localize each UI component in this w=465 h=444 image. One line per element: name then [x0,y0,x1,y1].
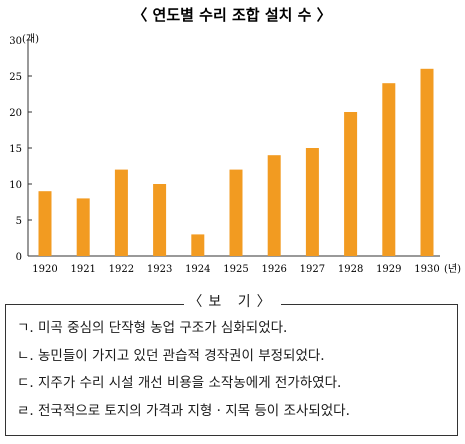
x-tick-label: 1922 [109,264,134,275]
x-axis-ticks: 1920 1921 1922 1923 1924 1925 1926 1927 1928 1929… [32,264,439,275]
bar-1923 [153,184,167,256]
bar-1929 [382,83,396,256]
y-tick-label: 30 [9,36,22,47]
x-tick-label: 1921 [70,264,95,275]
item-text: 지주가 수리 시설 개선 비용을 소작농에게 전가하였다. [38,375,342,391]
list-item: ㄱ. 미곡 중심의 단작형 농업 구조가 심화되었다. [17,320,350,337]
bar-1928 [344,112,358,256]
y-tick-label: 5 [16,216,22,227]
list-item: ㄴ. 농민들이 가지고 있던 관습적 경작권이 부정되었다. [17,348,350,365]
item-text: 농민들이 가지고 있던 관습적 경작권이 부정되었다. [38,347,325,364]
bar-1922 [114,169,128,256]
chart-title: 〈 연도별 수리 조합 설치 수 〉 [132,6,331,24]
y-tick-label: 20 [9,108,22,119]
y-tick-label: 0 [16,252,22,263]
bar-1926 [267,155,281,256]
item-marker: ㄹ. [17,402,34,419]
bar-1927 [305,148,319,256]
x-tick-label: 1924 [185,264,210,275]
y-tick-label: 25 [9,72,22,83]
bracket-right: 〉 [256,294,277,310]
bar-chart: 〈 연도별 수리 조합 설치 수 〉 (개) (년) 051015202530 … [9,6,461,275]
x-tick-label: 1928 [338,264,363,275]
x-axis-unit: (년) [444,263,461,275]
bar-1921 [76,198,90,256]
x-tick-label: 1920 [32,264,57,275]
x-tick-label: 1927 [300,264,325,275]
x-tick-label: 1923 [147,264,172,275]
bar-1930 [420,68,434,256]
item-marker: ㄱ. [17,320,34,336]
item-text: 미곡 중심의 단작형 농업 구조가 심화되었다. [38,320,288,336]
item-marker: ㄷ. [17,375,34,391]
list-item: ㄹ. 전국적으로 토지의 가격과 지형 · 지목 등이 조사되었다. [17,403,350,420]
bar-1925 [229,169,243,256]
example-box-title: 〈보 기〉 [0,293,465,311]
y-axis-ticks: 0 5 10 15 20 25 30 [9,36,32,263]
bracket-left: 〈 [188,294,209,310]
x-tick-label: 1929 [376,264,401,275]
x-tick-label: 1930 [414,264,439,275]
y-axis-unit: (개) [22,33,39,45]
item-marker: ㄴ. [17,347,34,364]
bars [38,68,434,256]
box-title-text: 보 기 [208,294,257,310]
list-item: ㄷ. 지주가 수리 시설 개선 비용을 소작농에게 전가하였다. [17,375,350,392]
item-text: 전국적으로 토지의 가격과 지형 · 지목 등이 조사되었다. [38,402,350,419]
x-tick-label: 1926 [261,264,286,275]
bar-1924 [191,234,205,256]
bar-1920 [38,191,52,256]
y-tick-label: 15 [9,144,22,155]
y-tick-label: 10 [9,180,22,191]
x-tick-label: 1925 [223,264,248,275]
example-list: ㄱ. 미곡 중심의 단작형 농업 구조가 심화되었다. ㄴ. 농민들이 가지고 … [17,320,350,430]
